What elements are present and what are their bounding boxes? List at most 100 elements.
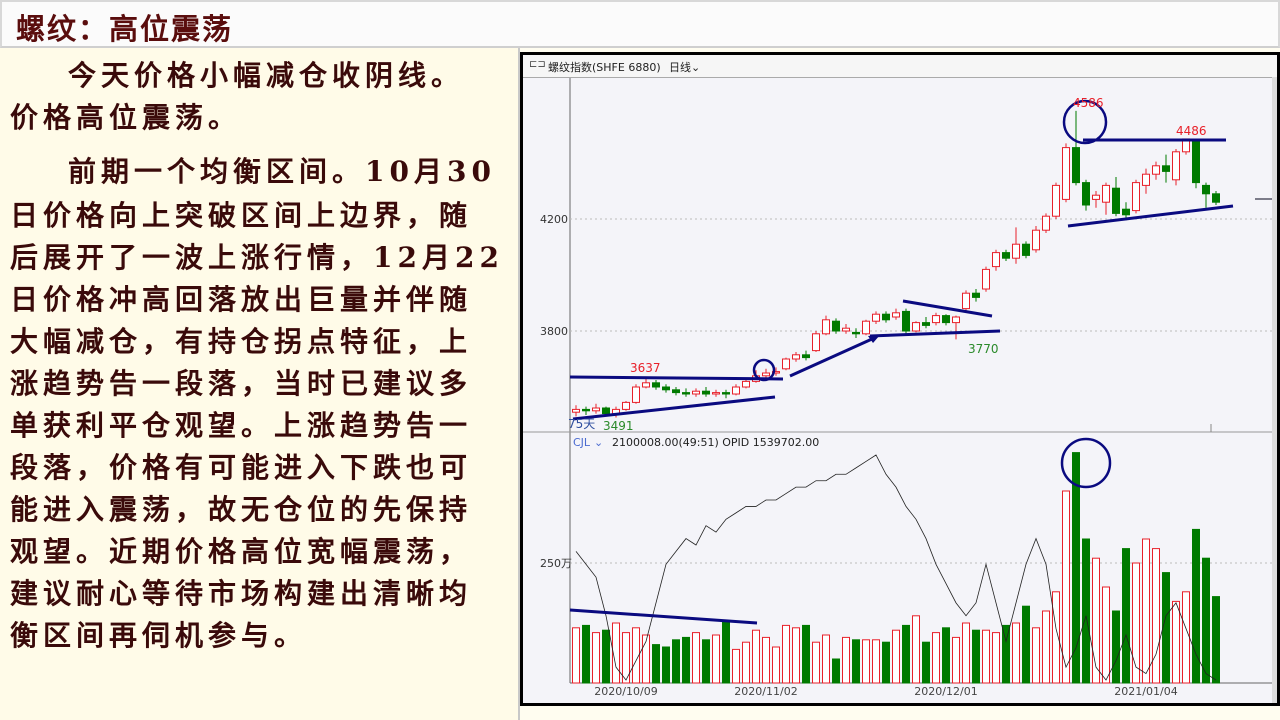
volume-bar [1012, 622, 1020, 684]
volume-bar [892, 629, 900, 684]
candle-body [592, 407, 600, 412]
volume-bar [1042, 610, 1050, 684]
volume-bar [1092, 557, 1100, 684]
chart-header: ⊏⊐ 螺纹指数(SHFE 6880) 日线⌄ [523, 55, 1277, 78]
candle-body [1052, 184, 1060, 217]
volume-bar [972, 629, 980, 684]
volume-bar [862, 639, 870, 684]
candle-body [882, 313, 890, 321]
period-selector[interactable]: 日线⌄ [669, 59, 700, 75]
candle-body [792, 354, 800, 360]
slide-title: 螺纹：高位震荡 [16, 12, 234, 46]
candle-body [872, 313, 880, 322]
trendline [902, 299, 993, 318]
commentary-panel: 今天价格小幅减仓收阴线。 价格高位震荡。 前期一个均衡区间。10月30 日价格向上突破… [0, 48, 520, 720]
candle-body [1072, 147, 1080, 184]
commentary-line: 衡区间再伺机参与。 [10, 619, 308, 652]
volume-bar [872, 639, 880, 684]
volume-bar [572, 627, 580, 684]
candle-body [852, 331, 860, 335]
indicator-name: CJL [573, 436, 591, 449]
candle-body [922, 322, 930, 326]
volume-bar [632, 627, 640, 684]
trendline [1067, 204, 1234, 228]
commentary-line: 建议耐心等待市场构建出清晰均 [10, 577, 473, 610]
volume-bar [992, 632, 1000, 684]
indicator-values: 2100008.00(49:51) OPID 1539702.00 [612, 436, 819, 449]
candle-body [1192, 140, 1200, 184]
candle-body [1042, 215, 1050, 231]
candle-body [812, 333, 820, 352]
link-icon[interactable]: ⊏⊐ [529, 59, 546, 70]
volume-bar [792, 627, 800, 684]
candle-body [1172, 151, 1180, 181]
candle-body [1102, 184, 1110, 203]
commentary-line: 观望。近期价格高位宽幅震荡， [10, 535, 473, 568]
scrollbar[interactable] [1272, 77, 1277, 703]
candle-body [962, 292, 970, 310]
candle-body [642, 382, 650, 388]
date-tick-label: 2020/12/01 [914, 685, 977, 698]
volume-bar [1112, 610, 1120, 684]
candle-body [762, 372, 770, 377]
date-tick-label: 2020/10/09 [594, 685, 657, 698]
volume-bar [612, 622, 620, 684]
volume-bar [742, 641, 750, 684]
volume-bar [662, 646, 670, 684]
volume-bar [1032, 627, 1040, 684]
volume-bar [1212, 596, 1220, 684]
commentary-line: 价格高位震荡。 [10, 101, 242, 134]
volume-bar [762, 636, 770, 684]
candle-body [952, 316, 960, 324]
arrow-head [868, 335, 880, 343]
volume-bar [1142, 538, 1150, 684]
candle-body [1202, 184, 1210, 195]
candle-body [572, 408, 580, 413]
candle-body [722, 392, 730, 395]
candle-body [992, 252, 1000, 268]
volume-bar [1162, 572, 1170, 684]
candle-body [742, 380, 750, 388]
candle-body [672, 389, 680, 394]
volume-bar [752, 629, 760, 684]
candle-body [1142, 173, 1150, 186]
volume-bar [1102, 586, 1110, 684]
volume-bar [1182, 591, 1190, 684]
candle-body [652, 382, 660, 388]
volume-bar [682, 636, 690, 684]
price-tick-label: 3800 [540, 325, 568, 338]
candle-body [712, 392, 720, 395]
price-label: 3637 [630, 361, 661, 375]
candle-body [912, 322, 920, 332]
volume-bar [812, 641, 820, 684]
volume-bar [912, 615, 920, 684]
chevron-down-icon: ⌄ [594, 436, 603, 449]
volume-bar [582, 624, 590, 684]
trendline [789, 337, 873, 378]
candle-body [892, 312, 900, 318]
volume-bar [952, 636, 960, 684]
candle-body [902, 310, 910, 332]
candle-body [982, 268, 990, 290]
volume-bar [832, 658, 840, 684]
candle-body [1032, 229, 1040, 251]
volume-bar [1062, 490, 1070, 684]
candle-body [682, 392, 690, 395]
price-label: 4586 [1073, 96, 1104, 110]
commentary-line: 能进入震荡，故无仓位的先保持 [10, 493, 473, 526]
volume-bar [772, 646, 780, 684]
candle-body [1112, 187, 1120, 214]
volume-bar [842, 636, 850, 684]
candle-body [782, 358, 790, 370]
price-tick-label: 4200 [540, 213, 568, 226]
price-label: 3770 [968, 342, 999, 356]
period-label: 日线 [669, 61, 691, 74]
candlestick-chart[interactable]: 4200 3800 250万 2020/10/09 2020/11/02 2020/12/… [523, 55, 1277, 703]
volume-bar [1202, 557, 1210, 684]
volume-bar [902, 624, 910, 684]
candle-body [932, 315, 940, 324]
commentary-line: 前期一个均衡区间。10月30 [68, 155, 496, 188]
highlight-circle [1062, 99, 1108, 145]
volume-bar [962, 622, 970, 684]
commentary-line: 大幅减仓，有持仓拐点特征，上 [10, 325, 473, 358]
